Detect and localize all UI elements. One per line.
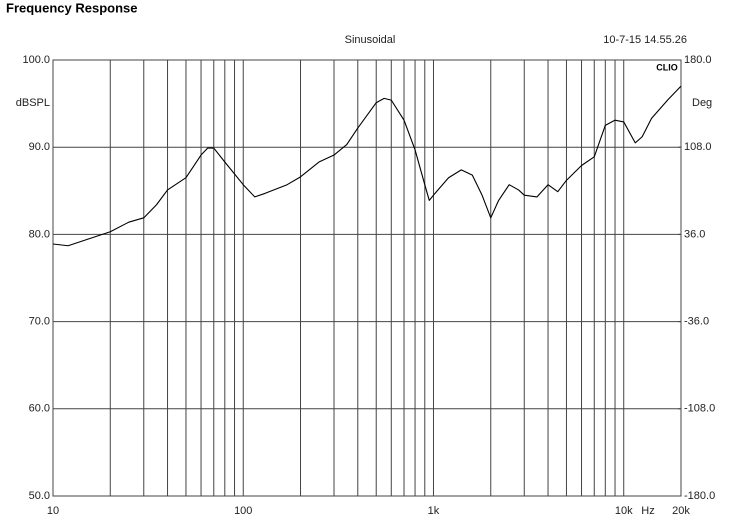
y2-axis-label: Deg	[692, 97, 712, 109]
y-tick-label: 100.0	[22, 54, 50, 66]
y2-tick-label: -36.0	[684, 316, 709, 328]
y-tick-label: 90.0	[29, 141, 50, 153]
chart-title: Frequency Response	[6, 0, 138, 15]
y-tick-label: 50.0	[29, 490, 50, 502]
y-axis-label: dBSPL	[16, 97, 50, 109]
x-tick-label: 10	[47, 505, 59, 517]
y2-tick-label: 180.0	[684, 54, 712, 66]
y-tick-label: 80.0	[29, 228, 50, 240]
brand: CLIO	[656, 62, 678, 72]
plot-frame	[52, 59, 682, 497]
x-unit: Hz	[641, 505, 654, 517]
x-tick-label: 20k	[672, 505, 690, 517]
x-tick-label: 1k	[428, 505, 440, 517]
x-tick-label: 10k	[615, 505, 633, 517]
y-tick-label: 60.0	[29, 403, 50, 415]
y-tick-label: 70.0	[29, 316, 50, 328]
y2-tick-label: 36.0	[684, 228, 705, 240]
subtitle: Sinusoidal	[345, 34, 396, 46]
x-tick-label: 100	[234, 505, 252, 517]
response-line	[52, 85, 682, 247]
timestamp: 10-7-15 14.55.26	[603, 34, 687, 46]
y2-tick-label: -180.0	[684, 490, 715, 502]
y2-tick-label: 108.0	[684, 141, 712, 153]
y2-tick-label: -108.0	[684, 403, 715, 415]
